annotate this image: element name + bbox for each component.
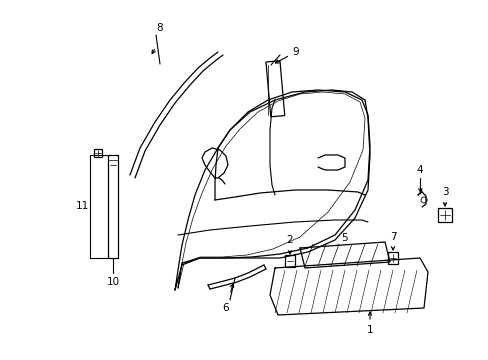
- Text: 4: 4: [416, 165, 423, 175]
- Text: 2: 2: [286, 235, 293, 245]
- Text: 9: 9: [292, 47, 299, 57]
- Text: 3: 3: [441, 187, 447, 197]
- Bar: [437, 208, 451, 222]
- Text: 8: 8: [156, 23, 163, 33]
- Text: 5: 5: [341, 233, 347, 243]
- Bar: [285, 255, 294, 267]
- Bar: [94, 149, 102, 157]
- Text: 10: 10: [106, 277, 120, 287]
- Text: 7: 7: [389, 232, 395, 242]
- Text: 1: 1: [366, 325, 372, 335]
- Bar: [387, 252, 397, 264]
- Text: 11: 11: [75, 201, 88, 211]
- Text: 6: 6: [222, 303, 229, 313]
- Bar: [265, 61, 284, 117]
